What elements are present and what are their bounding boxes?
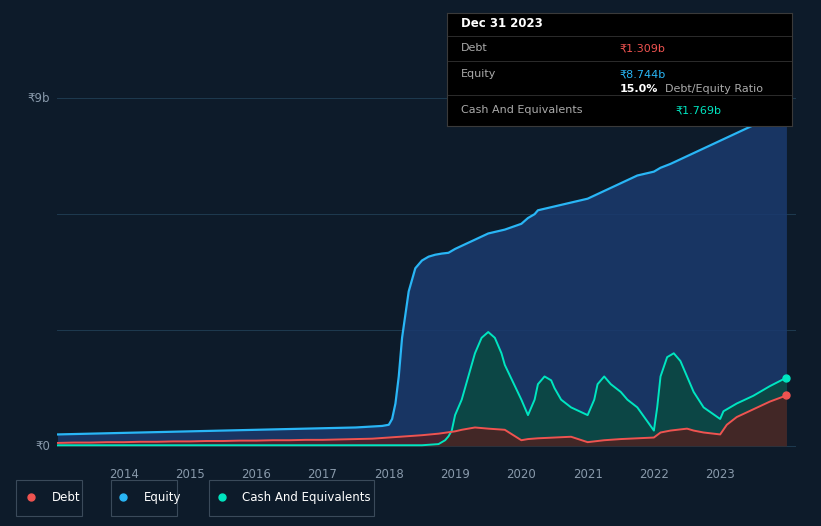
Text: Equity: Equity: [461, 69, 497, 79]
Text: ₹9b: ₹9b: [28, 92, 50, 105]
Text: Cash And Equivalents: Cash And Equivalents: [242, 491, 371, 503]
Bar: [209, 480, 374, 515]
Text: 15.0%: 15.0%: [620, 84, 658, 94]
Point: [780, 104, 793, 113]
Text: ₹8.744b: ₹8.744b: [620, 69, 666, 79]
Text: Debt: Debt: [52, 491, 80, 503]
Text: ₹1.769b: ₹1.769b: [675, 105, 721, 115]
Bar: [111, 480, 177, 515]
Text: Dec 31 2023: Dec 31 2023: [461, 17, 543, 31]
Text: Cash And Equivalents: Cash And Equivalents: [461, 105, 583, 115]
Text: Debt/Equity Ratio: Debt/Equity Ratio: [665, 84, 763, 94]
Text: ₹1.309b: ₹1.309b: [620, 43, 666, 53]
Text: Debt: Debt: [461, 43, 488, 53]
Text: ₹0: ₹0: [35, 440, 50, 452]
Text: Equity: Equity: [144, 491, 181, 503]
Point: [780, 373, 793, 382]
Bar: [16, 480, 82, 515]
Point: [780, 391, 793, 400]
